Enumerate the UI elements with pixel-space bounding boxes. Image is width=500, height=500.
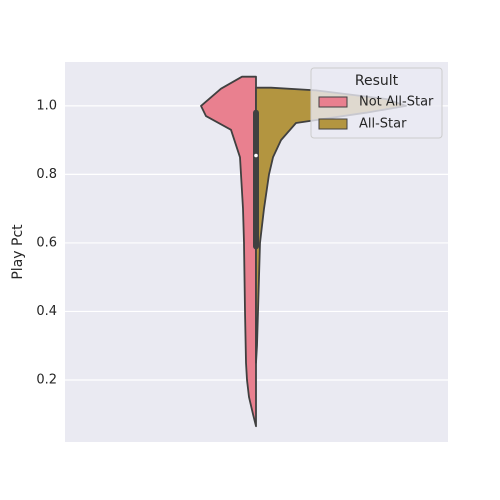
y-tick-label: 0.6 (36, 235, 57, 250)
y-axis-label: Play Pct (10, 224, 26, 280)
violin-half (200, 75, 257, 428)
legend-label: All-Star (359, 117, 407, 132)
y-tick-label: 1.0 (36, 98, 57, 113)
y-tick-label: 0.2 (36, 372, 57, 387)
legend-swatch (318, 118, 348, 130)
legend-swatch (318, 96, 348, 108)
y-tick-label: 0.8 (36, 167, 57, 182)
box-median (254, 153, 258, 158)
legend: Result Not All-Star All-Star (310, 67, 443, 139)
legend-title: Result (355, 73, 399, 89)
y-tick-label: 0.4 (36, 304, 57, 319)
legend-label: Not All-Star (359, 95, 434, 110)
